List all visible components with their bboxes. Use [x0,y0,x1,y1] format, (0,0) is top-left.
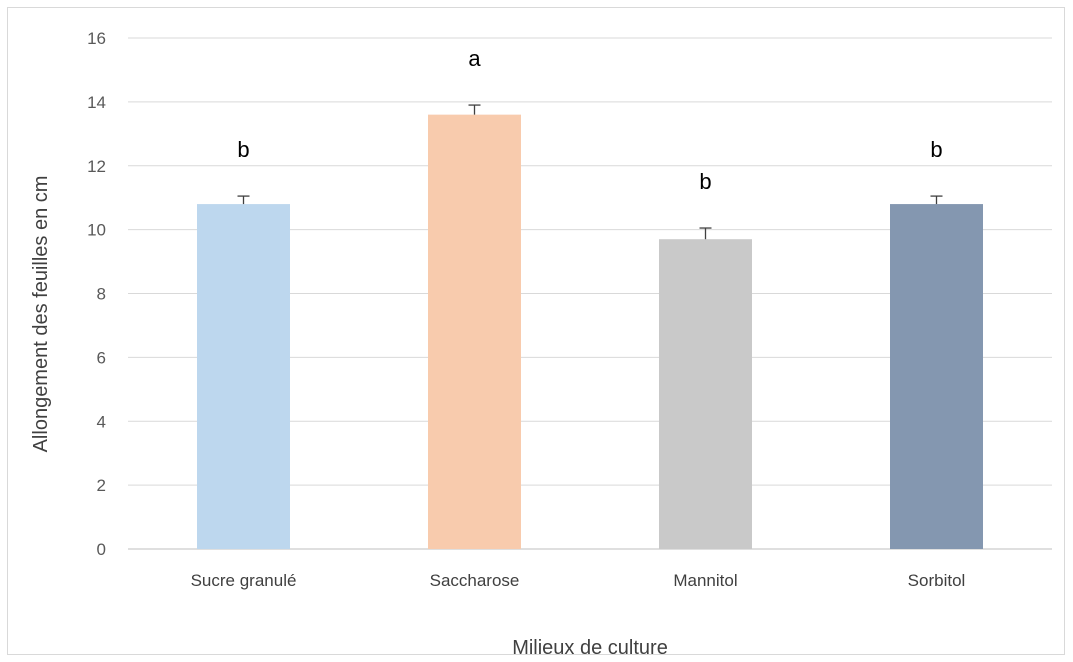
y-tick-label: 10 [87,221,106,240]
x-tick-label: Sorbitol [908,571,966,590]
bar [197,204,290,549]
y-axis-tick-labels: 0 2 4 6 8 10 12 14 16 [87,29,106,559]
significance-label: b [930,137,942,162]
significance-label: b [699,169,711,194]
y-axis-title: Allongement des feuilles en cm [30,176,52,453]
chart-frame [7,7,1065,655]
bar [890,204,983,549]
x-axis-tick-labels: Sucre granulé Saccharose Mannitol Sorbitol [191,571,966,590]
y-tick-label: 2 [97,476,106,495]
y-tick-label: 6 [97,348,106,367]
bar [659,239,752,550]
y-tick-label: 16 [87,29,106,48]
bars: b a b b [197,46,983,550]
y-tick-label: 12 [87,157,106,176]
bar [428,114,521,550]
significance-label: b [237,137,249,162]
y-tick-label: 4 [97,412,106,431]
y-tick-label: 0 [97,540,106,559]
x-tick-label: Sucre granulé [191,571,297,590]
y-tick-label: 14 [87,93,106,112]
x-axis-title: Milieux de culture [512,637,668,659]
x-tick-label: Mannitol [673,571,737,590]
y-tick-label: 8 [97,285,106,304]
x-tick-label: Saccharose [430,571,520,590]
significance-label: a [468,46,481,71]
